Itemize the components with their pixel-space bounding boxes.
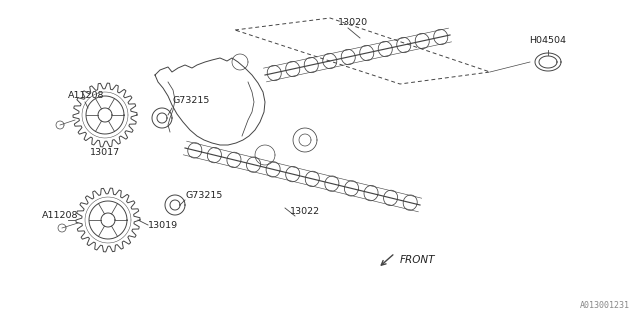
Text: G73215: G73215 (185, 190, 222, 199)
Text: G73215: G73215 (172, 95, 209, 105)
Text: A013001231: A013001231 (580, 301, 630, 310)
Text: 13020: 13020 (338, 18, 368, 27)
Text: A11208: A11208 (42, 211, 79, 220)
Text: 13017: 13017 (90, 148, 120, 157)
Text: A11208: A11208 (68, 91, 104, 100)
Text: 13019: 13019 (148, 220, 178, 229)
Text: H04504: H04504 (529, 36, 566, 45)
Text: FRONT: FRONT (400, 255, 435, 265)
Text: 13022: 13022 (290, 207, 320, 217)
